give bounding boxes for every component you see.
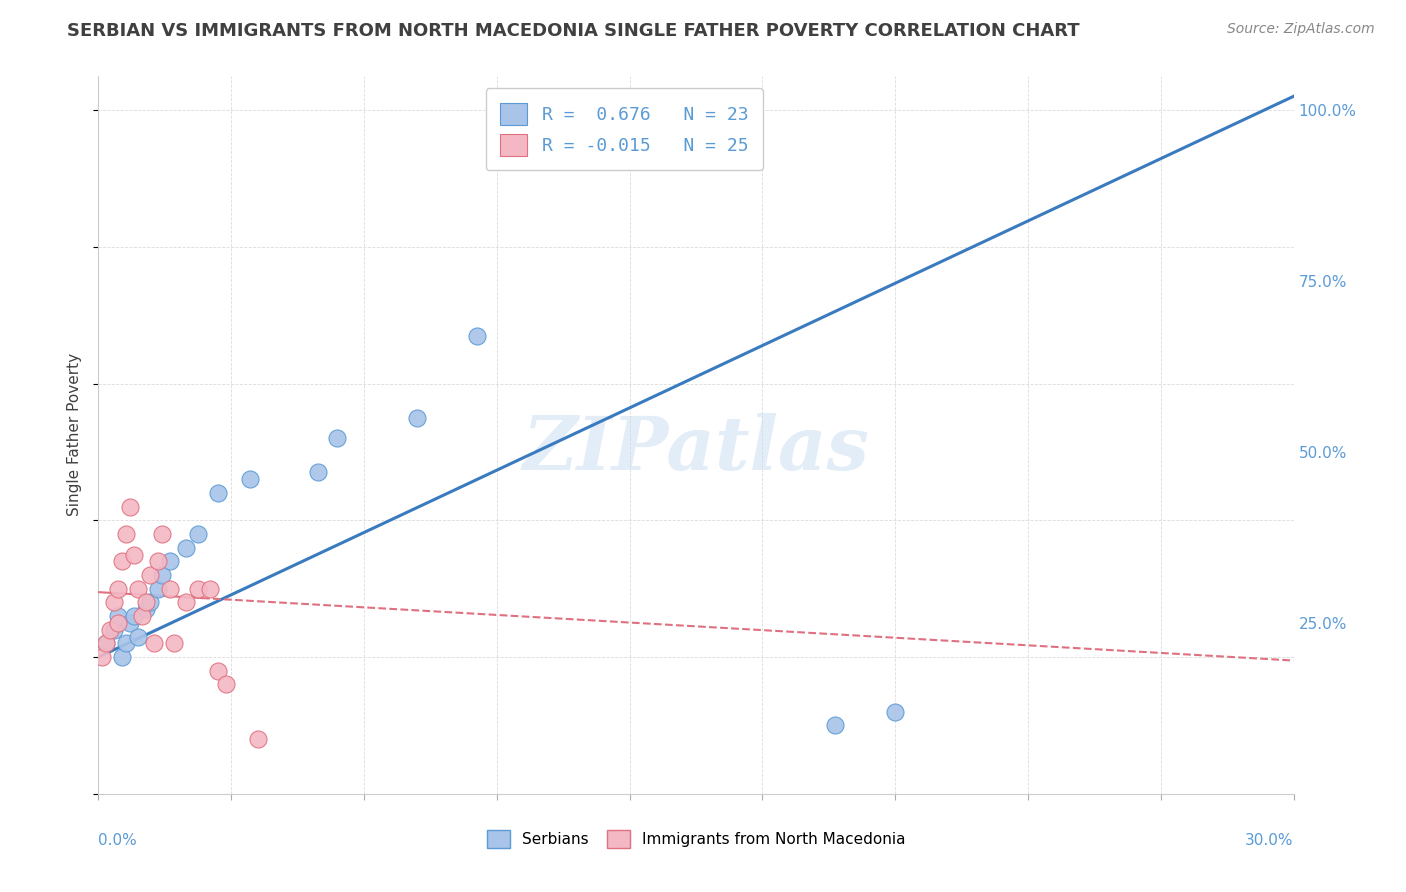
Point: [884, 705, 907, 719]
Point: [143, 636, 166, 650]
Text: SERBIAN VS IMMIGRANTS FROM NORTH MACEDONIA SINGLE FATHER POVERTY CORRELATION CHA: SERBIAN VS IMMIGRANTS FROM NORTH MACEDON…: [67, 22, 1080, 40]
Point: [103, 595, 125, 609]
Y-axis label: Single Father Poverty: Single Father Poverty: [67, 353, 83, 516]
Point: [824, 718, 846, 732]
Point: [91, 650, 114, 665]
Text: 0.0%: 0.0%: [98, 833, 138, 848]
Point: [326, 431, 349, 445]
Point: [159, 582, 181, 596]
Point: [207, 486, 229, 500]
Text: 30.0%: 30.0%: [1246, 833, 1294, 848]
Point: [127, 630, 149, 644]
Point: [124, 548, 146, 562]
Point: [115, 636, 138, 650]
Point: [148, 582, 170, 596]
Point: [207, 664, 229, 678]
Point: [150, 568, 173, 582]
Point: [124, 609, 146, 624]
Point: [135, 595, 157, 609]
Point: [107, 609, 129, 624]
Point: [159, 554, 181, 568]
Point: [187, 527, 209, 541]
Point: [131, 609, 153, 624]
Point: [107, 582, 129, 596]
Point: [406, 410, 429, 425]
Point: [163, 636, 186, 650]
Point: [107, 615, 129, 630]
Point: [198, 582, 221, 596]
Point: [120, 615, 142, 630]
Point: [127, 582, 149, 596]
Point: [111, 650, 134, 665]
Point: [187, 582, 209, 596]
Point: [135, 602, 157, 616]
Point: [174, 595, 197, 609]
Point: [111, 554, 134, 568]
Point: [98, 623, 122, 637]
Point: [307, 466, 329, 480]
Text: Source: ZipAtlas.com: Source: ZipAtlas.com: [1227, 22, 1375, 37]
Point: [239, 472, 262, 486]
Point: [150, 527, 173, 541]
Point: [139, 595, 162, 609]
Point: [120, 500, 142, 514]
Text: ZIPatlas: ZIPatlas: [523, 413, 869, 485]
Point: [103, 623, 125, 637]
Point: [139, 568, 162, 582]
Point: [174, 541, 197, 555]
Point: [96, 636, 118, 650]
Point: [465, 328, 488, 343]
Point: [148, 554, 170, 568]
Point: [115, 527, 138, 541]
Legend: Serbians, Immigrants from North Macedonia: Serbians, Immigrants from North Macedoni…: [481, 823, 911, 855]
Point: [96, 636, 118, 650]
Point: [246, 732, 269, 747]
Point: [215, 677, 238, 691]
